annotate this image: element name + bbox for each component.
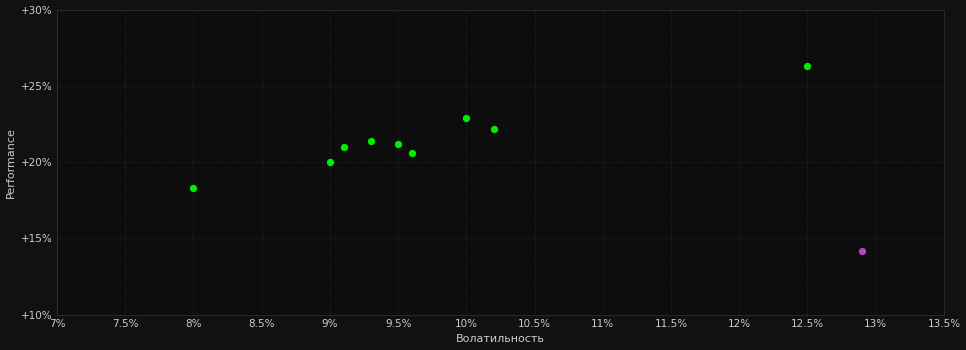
Point: [390, 141, 406, 147]
Point: [854, 248, 869, 253]
Y-axis label: Performance: Performance: [6, 127, 15, 198]
Point: [336, 144, 352, 150]
Point: [363, 138, 379, 144]
X-axis label: Волатильность: Волатильность: [456, 335, 545, 344]
Point: [486, 126, 501, 131]
Point: [323, 159, 338, 165]
Point: [185, 185, 201, 191]
Point: [800, 63, 815, 69]
Point: [459, 115, 474, 121]
Point: [404, 150, 419, 156]
